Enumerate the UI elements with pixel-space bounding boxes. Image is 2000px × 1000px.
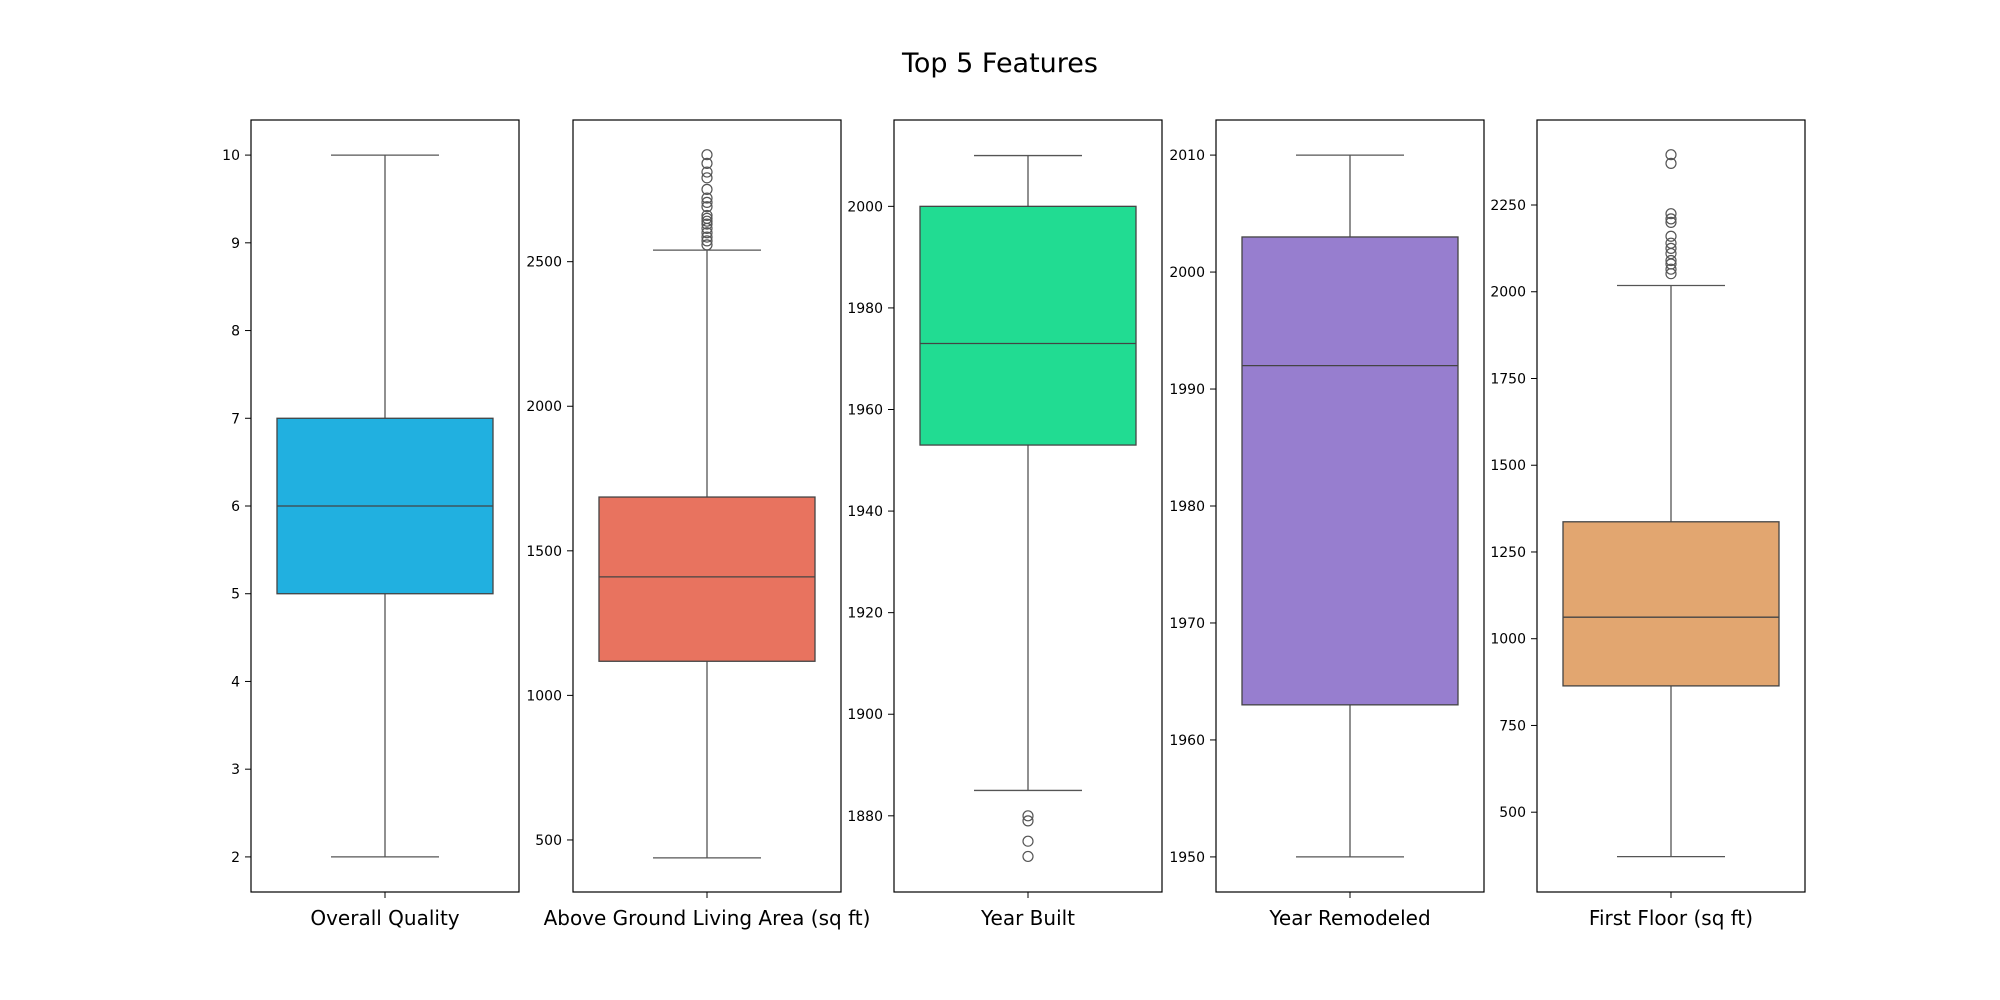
flier-point [701, 209, 713, 222]
flier-point [1665, 149, 1677, 161]
subplots: 2 3 4 5 6 7 8 9 10 Overall Quality 500 1000 1500 2000… [222, 119, 1806, 930]
y-tick-label: 2500 [526, 255, 562, 271]
y-tick-label: 1920 [847, 606, 883, 622]
y-tick-label: 2010 [1169, 148, 1205, 164]
flier-point [1022, 850, 1034, 863]
flier-point [1022, 815, 1034, 827]
flier-point [701, 157, 713, 169]
y-tick-label: 2000 [1169, 265, 1205, 281]
axes-frame [1215, 119, 1485, 893]
y-tick-label: 8 [231, 324, 240, 340]
flier-point [1022, 835, 1034, 847]
flier-point [701, 201, 713, 213]
y-tick-label: 1500 [526, 544, 562, 560]
box [1241, 236, 1459, 706]
y-tick-label: 1970 [1169, 616, 1205, 632]
x-axis-label: Overall Quality [310, 906, 459, 930]
y-tick-label: 2000 [847, 199, 883, 215]
flier-point [1665, 213, 1677, 225]
y-tick-label: 9 [231, 236, 240, 252]
y-tick-label: 1880 [847, 809, 883, 825]
flier-point [701, 192, 713, 204]
flier-point [1022, 810, 1034, 822]
flier-point [701, 239, 713, 251]
y-tick-label: 10 [222, 148, 240, 164]
y-tick-label: 2250 [1490, 198, 1526, 214]
y-tick-label: 1500 [1490, 458, 1526, 474]
flier-point [1665, 216, 1677, 228]
y-tick-label: 2000 [1490, 285, 1526, 301]
x-axis-label: First Floor (sq ft) [1589, 906, 1753, 930]
y-tick-label: 5 [231, 587, 240, 603]
flier-point [1665, 230, 1677, 242]
y-tick-label: 3 [231, 762, 240, 778]
y-tick-label: 2 [231, 850, 240, 866]
axes-frame [1536, 119, 1806, 893]
flier-point [701, 196, 713, 209]
flier-point [701, 231, 713, 243]
y-tick-label: 1960 [1169, 733, 1205, 749]
axes-frame [572, 119, 842, 893]
chart-title: Top 5 Features [901, 48, 1098, 79]
x-axis-label: Year Built [980, 906, 1075, 930]
y-tick-label: 1980 [1169, 499, 1205, 515]
flier-point [1665, 237, 1677, 249]
y-tick-label: 2000 [526, 399, 562, 415]
y-tick-label: 1960 [847, 403, 883, 419]
flier-point [1665, 157, 1677, 169]
axes-frame [893, 119, 1163, 893]
y-tick-label: 500 [1499, 805, 1526, 821]
flier-point [701, 166, 713, 178]
y-tick-label: 1000 [526, 688, 562, 704]
flier-point [701, 227, 713, 239]
y-tick-label: 1750 [1490, 371, 1526, 387]
flier-point [701, 235, 713, 247]
subplot-1: 2 3 4 5 6 7 8 9 10 Overall Quality [222, 119, 520, 930]
flier-point [701, 215, 713, 227]
subplot-3: 1880 1900 1920 1940 1960 1980 2000 Year Built [847, 119, 1163, 930]
flier-point [1665, 208, 1677, 220]
subplot-4: 1950 1960 1970 1980 1990 2000 2010 Year Remodel… [1169, 119, 1485, 930]
y-tick-label: 1000 [1490, 632, 1526, 648]
axes-frame [250, 119, 520, 893]
box [598, 496, 816, 662]
y-tick-label: 7 [231, 411, 240, 427]
y-tick-label: 500 [535, 833, 562, 849]
flier-point [701, 218, 713, 230]
y-tick-label: 1990 [1169, 382, 1205, 398]
flier-point [1665, 242, 1677, 254]
flier-point [701, 149, 713, 161]
flier-point [701, 183, 713, 195]
y-tick-label: 1940 [847, 504, 883, 520]
subplot-5: 500 750 1000 1250 1500 1750 2000 2250 First Floo… [1490, 119, 1806, 930]
y-tick-label: 6 [231, 499, 240, 515]
x-axis-label: Year Remodeled [1268, 906, 1430, 930]
box [1562, 521, 1780, 687]
y-tick-label: 1950 [1169, 850, 1205, 866]
box [919, 205, 1137, 446]
y-tick-label: 4 [231, 674, 240, 690]
y-tick-label: 750 [1499, 718, 1526, 734]
flier-point [701, 172, 713, 184]
flier-point [1665, 263, 1677, 275]
y-tick-label: 1250 [1490, 545, 1526, 561]
subplot-2: 500 1000 1500 2000 2500 Above Ground Living A… [526, 119, 871, 930]
flier-point [1665, 254, 1677, 267]
y-tick-label: 1900 [847, 707, 883, 723]
x-axis-label: Above Ground Living Area (sq ft) [544, 906, 871, 930]
y-tick-label: 1980 [847, 301, 883, 317]
flier-point [701, 212, 713, 224]
